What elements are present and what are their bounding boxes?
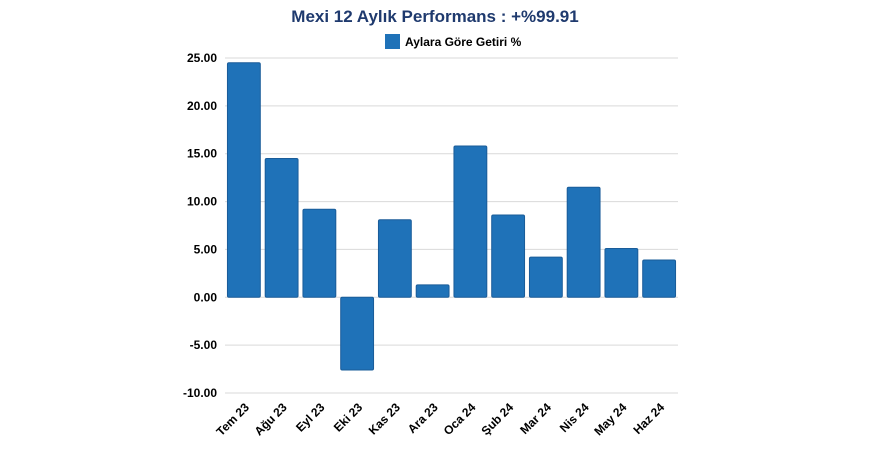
bar xyxy=(566,186,601,298)
bar xyxy=(415,284,450,298)
bar xyxy=(528,256,563,298)
bar xyxy=(604,247,639,298)
bar xyxy=(377,219,412,298)
y-tick-label: 5.00 xyxy=(194,242,218,256)
chart-title: Mexi 12 Aylık Performans : +%99.91 xyxy=(291,7,578,26)
bar xyxy=(264,158,299,298)
y-tick-label: 25.00 xyxy=(187,51,217,65)
bar xyxy=(340,296,375,371)
bar xyxy=(642,259,677,298)
bar xyxy=(226,62,261,298)
bar xyxy=(491,214,526,298)
x-tick-label: May 24 xyxy=(591,400,629,438)
x-tick-label: Eki 23 xyxy=(331,400,366,435)
x-tick-label: Kas 23 xyxy=(366,400,403,437)
x-tick-label: Nis 24 xyxy=(557,400,592,435)
y-tick-label: -10.00 xyxy=(183,386,217,400)
x-tick-label: Eyl 23 xyxy=(293,400,328,435)
bar xyxy=(302,208,337,298)
y-tick-label: 0.00 xyxy=(194,290,218,304)
y-tick-label: 10.00 xyxy=(187,195,217,209)
x-tick-label: Tem 23 xyxy=(213,400,252,439)
legend-swatch xyxy=(385,34,400,49)
y-tick-label: 20.00 xyxy=(187,99,217,113)
x-tick-label: Ara 23 xyxy=(405,400,441,436)
bar xyxy=(453,145,488,298)
x-tick-label: Haz 24 xyxy=(630,400,667,437)
y-tick-label: -5.00 xyxy=(190,338,218,352)
x-tick-label: Şub 24 xyxy=(479,400,517,438)
x-tick-label: Mar 24 xyxy=(517,400,554,437)
x-tick-label: Ağu 23 xyxy=(252,400,290,438)
y-tick-label: 15.00 xyxy=(187,147,217,161)
x-tick-label: Oca 24 xyxy=(441,400,479,438)
legend-label: Aylara Göre Getiri % xyxy=(405,35,522,49)
